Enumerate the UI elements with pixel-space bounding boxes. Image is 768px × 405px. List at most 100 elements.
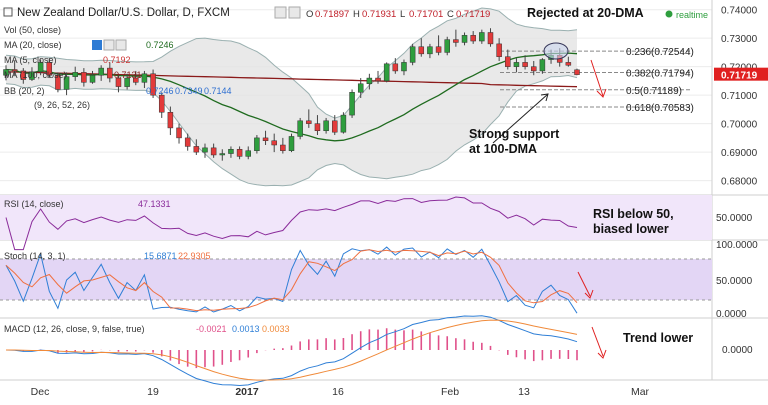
candle xyxy=(210,143,217,158)
candle-body xyxy=(530,66,537,72)
downtrend-arrow-macd-head xyxy=(597,349,607,359)
stoch-axis-50: 50.0000 xyxy=(716,276,753,287)
candle xyxy=(254,135,260,154)
candle xyxy=(427,43,433,59)
time-axis-label: Mar xyxy=(631,386,650,398)
legend-bb-value-2: 0.7349 xyxy=(175,86,203,96)
candle xyxy=(530,60,537,76)
rsi-value: 47.1331 xyxy=(138,199,171,209)
candle xyxy=(332,115,338,136)
candle xyxy=(418,38,425,57)
candle-body xyxy=(470,35,476,42)
candle-body xyxy=(340,114,347,133)
candle-body xyxy=(219,153,226,156)
candle xyxy=(193,139,200,155)
candle-body xyxy=(254,137,260,151)
realtime-dot-icon xyxy=(665,10,673,18)
annotation-rejected: Rejected at 20-DMA xyxy=(527,6,644,20)
price-axis-tick: 0.73000 xyxy=(721,34,758,45)
candle xyxy=(262,130,269,145)
signal-line xyxy=(6,319,578,381)
signal-value: 0.0033 xyxy=(262,324,290,334)
candle-body xyxy=(392,63,399,72)
time-axis-label: Feb xyxy=(441,386,459,398)
rsi-label: RSI (14, close) xyxy=(4,199,64,209)
candle xyxy=(228,146,234,158)
candle-body xyxy=(141,73,148,83)
macd-value: 0.0013 xyxy=(232,324,260,334)
candle xyxy=(297,117,303,140)
candle-body xyxy=(357,83,364,93)
indicator-legend: Vol (50, close) MA (20, close) 0.7246 MA… xyxy=(4,25,232,110)
candle-body xyxy=(29,71,35,80)
candle-body xyxy=(115,77,122,87)
candle-body xyxy=(401,62,407,72)
candle xyxy=(20,68,27,84)
candle xyxy=(141,70,148,89)
candle xyxy=(107,62,113,83)
candle-body xyxy=(150,73,156,96)
candle-body xyxy=(513,62,520,67)
rsi-line xyxy=(5,196,578,251)
candle xyxy=(3,65,9,81)
legend-vol-label: Vol (50, close) xyxy=(4,25,61,35)
candle-body xyxy=(427,46,433,55)
time-axis[interactable]: Dec 19 2017 16 Feb 13 Mar xyxy=(31,386,650,398)
candle-body xyxy=(366,77,373,85)
candle xyxy=(444,36,450,56)
header-buttons xyxy=(274,6,301,19)
candle-body xyxy=(375,77,381,82)
legend-ma20-value: 0.7246 xyxy=(146,40,174,50)
candle xyxy=(479,29,485,44)
fib-label: 0.382(0.71794) xyxy=(626,69,694,80)
candle-body xyxy=(11,69,18,72)
settings-gear-icon[interactable] xyxy=(288,6,301,19)
candle-body xyxy=(210,147,217,156)
ohlc-value: 0.71719 xyxy=(456,9,490,20)
candle-body xyxy=(539,59,546,72)
candle-body xyxy=(133,77,139,83)
eye-icon[interactable] xyxy=(274,6,287,19)
ohlc-key: L xyxy=(400,9,405,20)
ohlc-key: H xyxy=(353,9,360,20)
candle xyxy=(167,106,174,136)
candle xyxy=(487,28,494,47)
candle xyxy=(340,112,347,134)
macd-panel[interactable]: MACD (12, 26, close, 9, false, true) -0.… xyxy=(4,315,753,387)
time-axis-label: 16 xyxy=(332,386,344,398)
candle-body xyxy=(107,67,113,79)
realtime-label: realtime xyxy=(676,10,708,20)
candle-body xyxy=(46,62,53,76)
candle-body xyxy=(202,147,208,153)
time-axis-label: 19 xyxy=(147,386,159,398)
fibonacci-levels: 0.236(0.72544) 0.382(0.71794) 0.5(0.71189)… xyxy=(500,47,694,114)
legend-ma20-eye-icon[interactable] xyxy=(92,40,102,50)
macd-hist-value: -0.0021 xyxy=(196,324,227,334)
candle xyxy=(366,73,373,90)
price-panel[interactable]: 0.236(0.72544) 0.382(0.71794) 0.5(0.71189)… xyxy=(3,6,694,187)
candle xyxy=(202,143,208,158)
time-axis-label: 2017 xyxy=(235,386,259,398)
stochastic-panel[interactable]: Stoch (14, 3, 1) 15.6871 22.9305 100.000… xyxy=(0,240,758,320)
candle xyxy=(392,58,399,74)
candle-body xyxy=(409,46,416,63)
stoch-d-line xyxy=(5,249,578,312)
candle xyxy=(46,58,53,79)
candle-body xyxy=(184,137,191,147)
candle xyxy=(72,66,78,81)
stoch-axis-0: 0.0000 xyxy=(716,309,747,320)
legend-ma20-gear-icon[interactable] xyxy=(103,39,115,51)
rsi-panel[interactable]: RSI (14, close) 47.1331 RSI below 50, bi… xyxy=(0,195,753,251)
stoch-k-value: 15.6871 xyxy=(144,251,177,261)
bollinger-lower xyxy=(5,74,578,187)
annotation-rsi-line1: RSI below 50, xyxy=(593,207,674,221)
candle-body xyxy=(193,146,200,153)
candle xyxy=(176,123,182,144)
downtrend-arrow-main-head xyxy=(596,88,607,98)
legend-ma20-close-icon[interactable] xyxy=(115,39,127,51)
candle-body xyxy=(37,62,44,73)
candle-body xyxy=(55,74,61,90)
collapse-icon[interactable] xyxy=(3,7,13,17)
